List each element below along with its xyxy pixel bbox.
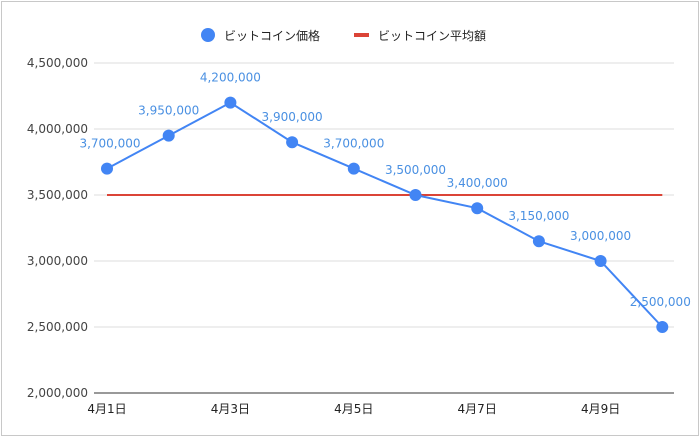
x-tick-label: 4月9日	[581, 402, 620, 416]
price-line	[106, 101, 664, 328]
data-label: 3,500,000	[385, 163, 446, 177]
y-tick-label: 3,500,000	[27, 188, 88, 202]
price-point	[162, 129, 175, 142]
x-tick-label: 4月7日	[458, 402, 497, 416]
data-label: 3,700,000	[323, 137, 384, 151]
price-point	[594, 255, 607, 267]
price-point	[409, 189, 422, 201]
data-label: 3,900,000	[262, 110, 323, 124]
data-label: 3,400,000	[447, 176, 508, 190]
price-point	[101, 162, 113, 175]
x-axis-ticks: 4月1日 4月3日 4月5日 4月7日 4月9日	[87, 402, 620, 416]
price-point	[656, 321, 669, 333]
data-label: 3,150,000	[508, 209, 569, 223]
legend-price-marker	[201, 28, 215, 42]
price-point	[471, 202, 484, 215]
legend-average-marker	[354, 33, 369, 37]
data-label: 3,700,000	[79, 137, 140, 151]
y-tick-label: 2,000,000	[27, 386, 88, 400]
x-tick-label: 4月5日	[334, 402, 373, 416]
price-point	[286, 136, 299, 149]
legend-average-label: ビットコイン平均額	[378, 29, 486, 43]
data-labels: 3,700,0003,950,0004,200,0003,900,0003,70…	[79, 71, 690, 309]
y-tick-label: 3,000,000	[27, 254, 88, 268]
price-point	[224, 96, 237, 109]
x-tick-label: 4月3日	[211, 402, 250, 416]
y-tick-label: 2,500,000	[27, 320, 88, 334]
data-label: 2,500,000	[630, 295, 691, 309]
data-label: 3,950,000	[138, 104, 199, 118]
legend-price-label: ビットコイン価格	[224, 28, 320, 43]
data-label: 3,000,000	[570, 229, 631, 243]
y-tick-label: 4,500,000	[27, 56, 88, 70]
y-axis-ticks: 2,000,000 2,500,000 3,000,000 3,500,000 4,00…	[27, 56, 88, 400]
data-label: 4,200,000	[200, 71, 261, 85]
price-point	[532, 235, 545, 248]
x-tick-label: 4月1日	[87, 402, 126, 416]
legend: ビットコイン価格 ビットコイン平均額	[201, 28, 486, 43]
series-layer	[101, 96, 669, 333]
price-point	[347, 162, 360, 175]
y-tick-label: 4,000,000	[27, 122, 88, 136]
